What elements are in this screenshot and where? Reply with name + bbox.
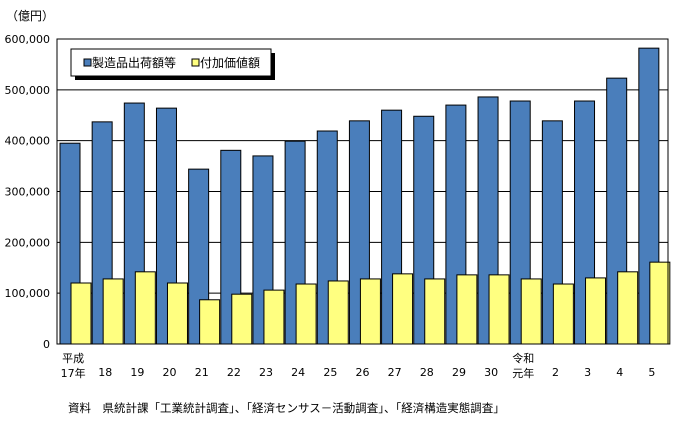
y-tick-label: 200,000 <box>5 236 51 249</box>
bar-value-added <box>166 282 188 345</box>
plot-area-border <box>56 38 669 345</box>
bars <box>59 47 671 345</box>
bar-value-added <box>585 277 607 345</box>
x-tick-label: 4 <box>616 366 623 379</box>
bar-value-added <box>263 289 285 345</box>
bar-value-added <box>327 280 349 345</box>
x-tick-label: 28 <box>420 366 434 379</box>
x-tick-label: 19 <box>130 366 144 379</box>
y-tick-label: 300,000 <box>5 186 51 199</box>
x-tick-label: 令和元年 <box>512 351 534 380</box>
bar-value-added <box>359 278 381 345</box>
y-tick-label: 100,000 <box>5 287 51 300</box>
x-tick-label: 24 <box>291 366 305 379</box>
y-axis-ticks: 0 100,000 200,000 300,000 400,000 500,000 600,… <box>5 33 51 351</box>
bar-value-added <box>520 278 542 345</box>
bar-value-added <box>552 283 574 345</box>
y-tick-label: 0 <box>43 338 50 351</box>
legend-swatch-value-added <box>191 58 200 67</box>
x-tick-label: 26 <box>356 366 370 379</box>
x-tick-label: 3 <box>584 366 591 379</box>
bar-value-added <box>199 299 221 345</box>
bar-value-added <box>295 283 317 345</box>
x-tick-label: 23 <box>259 366 273 379</box>
x-tick-label: 18 <box>98 366 112 379</box>
legend-label-shipments: 製造品出荷額等 <box>92 56 176 70</box>
bar-value-added <box>488 274 510 345</box>
y-tick-label: 600,000 <box>5 33 51 46</box>
x-tick-label: 2 <box>552 366 559 379</box>
legend: 製造品出荷額等 付加価値額 <box>70 48 275 80</box>
y-tick-label: 400,000 <box>5 135 51 148</box>
legend-label-value-added: 付加価値額 <box>200 55 260 70</box>
y-unit-label: （億円） <box>6 9 54 23</box>
x-tick-label: 21 <box>195 366 209 379</box>
x-tick-label: 22 <box>227 366 241 379</box>
bar-value-added <box>456 274 478 345</box>
x-tick-label: 30 <box>484 366 498 379</box>
bar-value-added <box>617 271 639 345</box>
bar-value-added <box>134 271 156 345</box>
bar-value-added <box>102 278 124 345</box>
x-tick-label: 25 <box>323 366 337 379</box>
bar-value-added <box>231 293 253 345</box>
x-tick-label: 27 <box>388 366 402 379</box>
bar-value-added <box>392 273 414 345</box>
y-tick-label: 500,000 <box>5 84 51 97</box>
source-note: 資料 県統計課「工業統計調査」、「経済センサス－活動調査」、「経済構造実態調査」 <box>68 401 505 415</box>
x-tick-label: 29 <box>452 366 466 379</box>
x-tick-label: 平成 17年 <box>61 352 86 380</box>
x-tick-label: 5 <box>648 366 655 379</box>
legend-swatch-shipments <box>83 58 92 67</box>
x-tick-label: 20 <box>163 366 177 379</box>
bar-value-added <box>70 282 92 345</box>
bar-value-added <box>649 261 671 345</box>
bar-value-added <box>424 278 446 345</box>
